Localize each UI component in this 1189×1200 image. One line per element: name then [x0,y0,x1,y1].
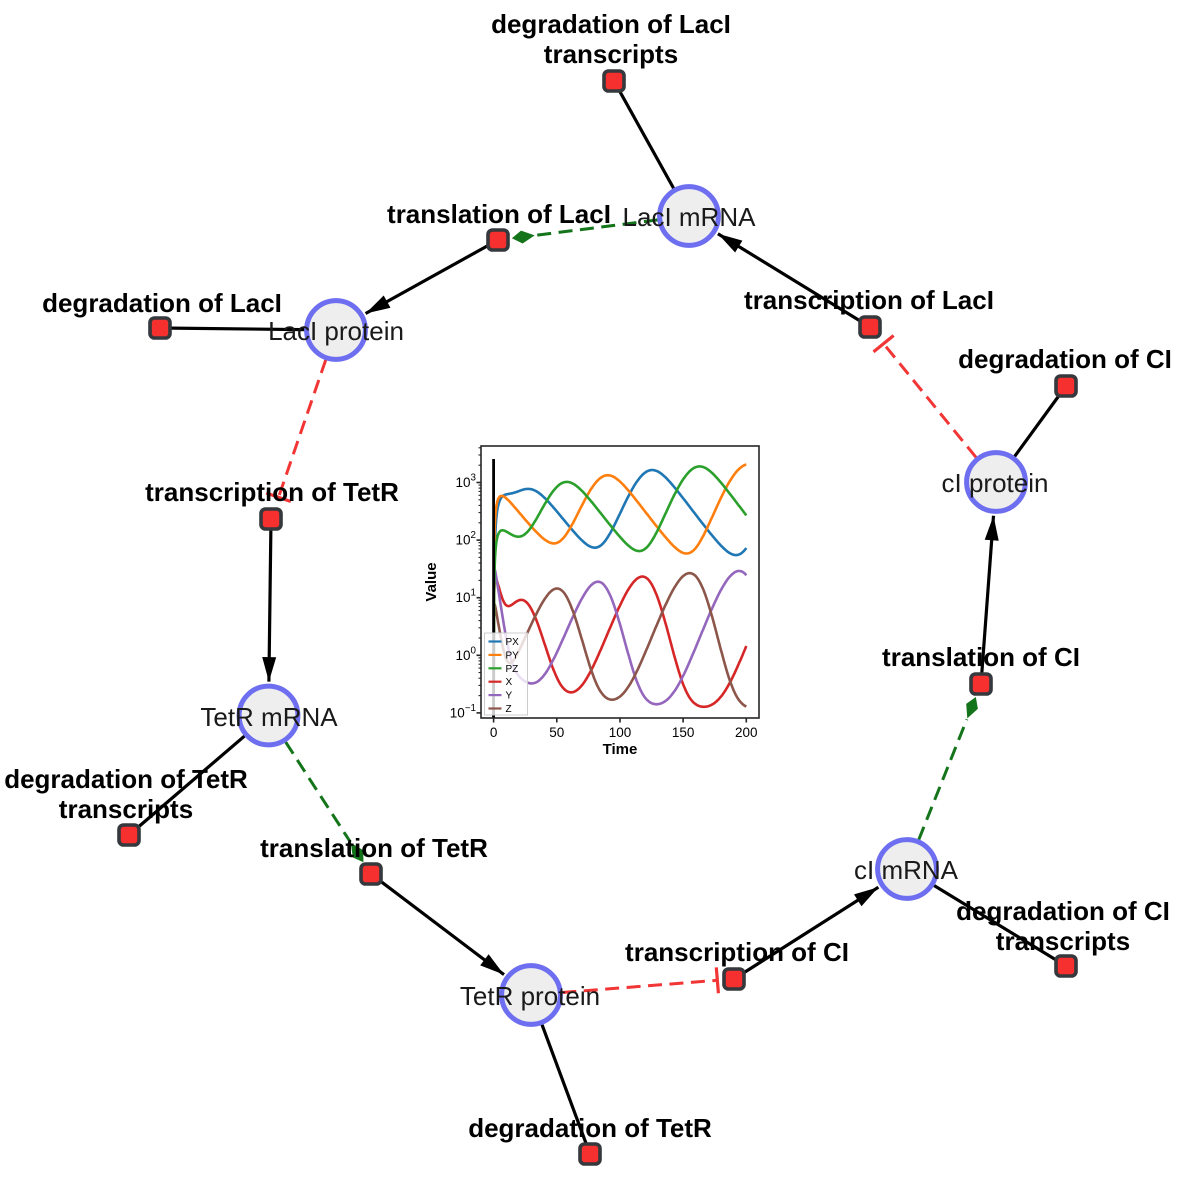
svg-text:Y: Y [506,691,513,702]
svg-text:150: 150 [672,725,695,740]
svg-text:10−1: 10−1 [450,703,476,721]
svg-text:101: 101 [456,588,476,606]
svg-text:X: X [506,677,513,688]
svg-text:Z: Z [506,704,512,715]
svg-text:transcripts: transcripts [544,39,678,69]
svg-text:0: 0 [490,725,498,740]
svg-text:translation of LacI: translation of LacI [387,199,611,229]
svg-text:degradation of TetR: degradation of TetR [468,1113,712,1143]
svg-text:degradation of TetR: degradation of TetR [4,764,248,794]
svg-text:PX: PX [506,637,520,648]
svg-text:Time: Time [603,741,638,758]
svg-text:degradation of CI: degradation of CI [956,896,1170,926]
svg-text:cI protein: cI protein [942,468,1049,498]
svg-text:degradation of CI: degradation of CI [958,344,1172,374]
svg-text:LacI protein: LacI protein [268,316,404,346]
svg-text:LacI mRNA: LacI mRNA [623,202,757,232]
svg-text:degradation of LacI: degradation of LacI [42,288,282,318]
svg-text:103: 103 [456,473,477,491]
svg-text:PZ: PZ [506,664,519,675]
svg-text:100: 100 [609,725,632,740]
svg-text:200: 200 [735,725,758,740]
svg-text:transcription of LacI: transcription of LacI [744,285,994,315]
svg-text:PY: PY [506,650,520,661]
svg-text:100: 100 [456,645,477,663]
svg-text:102: 102 [456,530,476,548]
svg-text:degradation of LacI: degradation of LacI [491,9,731,39]
svg-text:cI mRNA: cI mRNA [854,855,959,885]
svg-text:translation of TetR: translation of TetR [260,833,488,863]
svg-text:TetR protein: TetR protein [460,981,600,1011]
svg-text:transcription of TetR: transcription of TetR [145,477,399,507]
svg-text:TetR mRNA: TetR mRNA [200,702,338,732]
svg-text:50: 50 [549,725,564,740]
svg-text:Value: Value [423,562,440,601]
svg-text:transcripts: transcripts [59,794,193,824]
svg-text:transcripts: transcripts [996,926,1130,956]
svg-text:transcription of CI: transcription of CI [625,937,849,967]
svg-text:translation of CI: translation of CI [882,642,1080,672]
